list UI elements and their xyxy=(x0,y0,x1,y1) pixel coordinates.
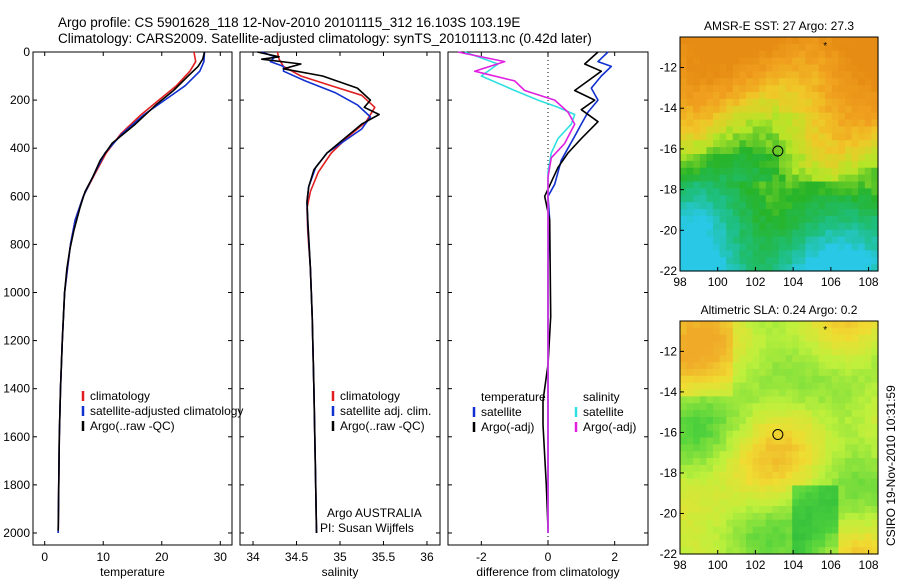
salinity-legend-label: satellite adj. clim. xyxy=(340,404,431,418)
sla-map-lon-tick-label: 108 xyxy=(859,558,879,572)
difference-series-salinity-satellite xyxy=(464,51,576,533)
sla-map-lat-tick-label: -14 xyxy=(660,385,678,399)
temperature-xtick-label: 0 xyxy=(41,550,48,564)
salinity-xlabel: salinity xyxy=(322,565,359,579)
sla-map-lat-tick-label: -18 xyxy=(660,466,678,480)
difference-xtick-label: 2 xyxy=(611,550,618,564)
difference-xlabel: difference from climatology xyxy=(476,565,619,579)
depth-tick-label: 2000 xyxy=(3,526,30,540)
temperature-legend-label: climatology xyxy=(90,389,150,403)
salinity-legend-label: climatology xyxy=(340,389,400,403)
sst-map-star-marker: * xyxy=(823,41,827,52)
salinity-series-argo-raw-qc- xyxy=(257,51,380,534)
sla-map-frame xyxy=(679,320,879,555)
salinity-xtick-label: 36 xyxy=(420,550,434,564)
salinity-panel: 34 34.5 35 35.5 36 salinity climatologysatelli… xyxy=(239,51,441,579)
sst-map-lon-tick-label: 100 xyxy=(708,275,728,289)
argo-credit-line-2: PI: Susan Wijffels xyxy=(320,521,414,535)
timestamp-sidebar: CSIRO 19-Nov-2010 10:31:59 xyxy=(884,385,898,546)
sst-map-lon-tick-label: 104 xyxy=(783,275,803,289)
depth-tick-label: 400 xyxy=(10,141,30,155)
temperature-series-argo-raw-qc- xyxy=(57,51,206,531)
sst-map-lat-tick-label: -22 xyxy=(660,264,678,278)
temperature-xlabel: temperature xyxy=(100,565,165,579)
depth-tick-label: 1800 xyxy=(3,478,30,492)
sst-map-frame xyxy=(679,36,879,272)
temperature-series-climatology xyxy=(57,51,197,534)
sst-map-argo-position-marker xyxy=(772,145,784,157)
difference-series-temperature-argo-adj- xyxy=(542,51,603,529)
diff-legend-salinity-title: salinity xyxy=(583,390,620,404)
sla-map-lon-tick-label: 98 xyxy=(673,558,687,572)
sst-map-lon-tick-label: 106 xyxy=(821,275,841,289)
temperature-legend-label: satellite-adjusted climatology xyxy=(90,404,243,418)
diff-legend-salinity-label: satellite xyxy=(583,405,624,419)
argo-credit-line-1: Argo AUSTRALIA xyxy=(327,506,422,520)
salinity-xtick-label: 35.5 xyxy=(372,550,396,564)
header-line-1: Argo profile: CS 5901628_118 12-Nov-2010… xyxy=(58,15,520,30)
sla-map-lon-tick-label: 106 xyxy=(821,558,841,572)
depth-tick-label: 800 xyxy=(10,237,30,251)
diff-legend-temperature-label: Argo(-adj) xyxy=(481,420,534,434)
salinity-axes-frame xyxy=(239,51,441,546)
sla-map-lat-tick-label: -20 xyxy=(660,506,678,520)
depth-tick-label: 200 xyxy=(10,93,30,107)
temperature-legend-label: Argo(..raw -QC) xyxy=(90,419,175,433)
difference-series-temperature-satellite xyxy=(547,51,613,533)
temperature-xtick-label: 10 xyxy=(97,550,111,564)
sst-map-lat-tick-label: -12 xyxy=(660,61,678,75)
depth-tick-label: 1200 xyxy=(3,334,30,348)
sla-map-argo-position-marker xyxy=(772,429,784,441)
sla-map-field xyxy=(680,321,879,555)
salinity-xtick-label: 35 xyxy=(333,550,347,564)
salinity-series-climatology xyxy=(276,51,376,534)
salinity-xtick-label: 34.5 xyxy=(285,550,309,564)
difference-xtick-label: 0 xyxy=(545,550,552,564)
sst-map-field xyxy=(680,37,879,272)
sst-map-lon-tick-label: 102 xyxy=(745,275,765,289)
depth-tick-label: 0 xyxy=(23,45,30,59)
sst-map-lon-tick-label: 108 xyxy=(859,275,879,289)
sst-map-lat-tick-label: -20 xyxy=(660,223,678,237)
diff-legend-temperature-label: satellite xyxy=(481,405,522,419)
sla-map-lon-tick-label: 102 xyxy=(745,558,765,572)
temperature-axes-frame xyxy=(32,51,233,546)
temperature-xtick-label: 20 xyxy=(155,550,169,564)
diff-legend-salinity-label: Argo(-adj) xyxy=(583,420,636,434)
diff-legend-temperature-title: temperature xyxy=(481,390,546,404)
difference-xtick-label: -2 xyxy=(476,550,487,564)
depth-tick-label: 600 xyxy=(10,189,30,203)
sst-map-title: AMSR-E SST: 27 Argo: 27.3 xyxy=(704,19,854,33)
salinity-xtick-label: 34 xyxy=(246,550,260,564)
sst-map-lat-tick-label: -16 xyxy=(660,142,678,156)
header-line-2: Climatology: CARS2009. Satellite-adjuste… xyxy=(58,31,592,46)
sla-map-panel: 98 100 102 104 106 108 -12 -14 -16 -18 -20 -22 Altim… xyxy=(660,303,879,572)
sla-map-lon-tick-label: 104 xyxy=(783,558,803,572)
difference-series-salinity-argo-adj- xyxy=(457,51,576,533)
temperature-panel: 0 200 400 600 800 1000 1200 1400 1600 1800 2000 0 10… xyxy=(3,45,243,579)
sla-map-lat-tick-label: -22 xyxy=(660,547,678,561)
sla-map-lat-tick-label: -16 xyxy=(660,425,678,439)
sla-map-star-marker: * xyxy=(823,325,827,336)
sla-map-lon-tick-label: 100 xyxy=(708,558,728,572)
sla-map-lat-tick-label: -12 xyxy=(660,344,678,358)
sst-map-lat-tick-label: -18 xyxy=(660,183,678,197)
sst-map-lon-tick-label: 98 xyxy=(673,275,687,289)
sst-map-lat-tick-label: -14 xyxy=(660,101,678,115)
depth-tick-label: 1400 xyxy=(3,382,30,396)
salinity-legend-label: Argo(..raw -QC) xyxy=(340,419,425,433)
depth-tick-label: 1600 xyxy=(3,430,30,444)
depth-tick-label: 1000 xyxy=(3,285,30,299)
sla-map-title: Altimetric SLA: 0.24 Argo: 0.2 xyxy=(701,303,858,317)
temperature-xtick-label: 30 xyxy=(214,550,228,564)
sst-map-panel: 98 100 102 104 106 108 -12 -14 -16 -18 -20 -22 AMSR-… xyxy=(660,19,879,289)
